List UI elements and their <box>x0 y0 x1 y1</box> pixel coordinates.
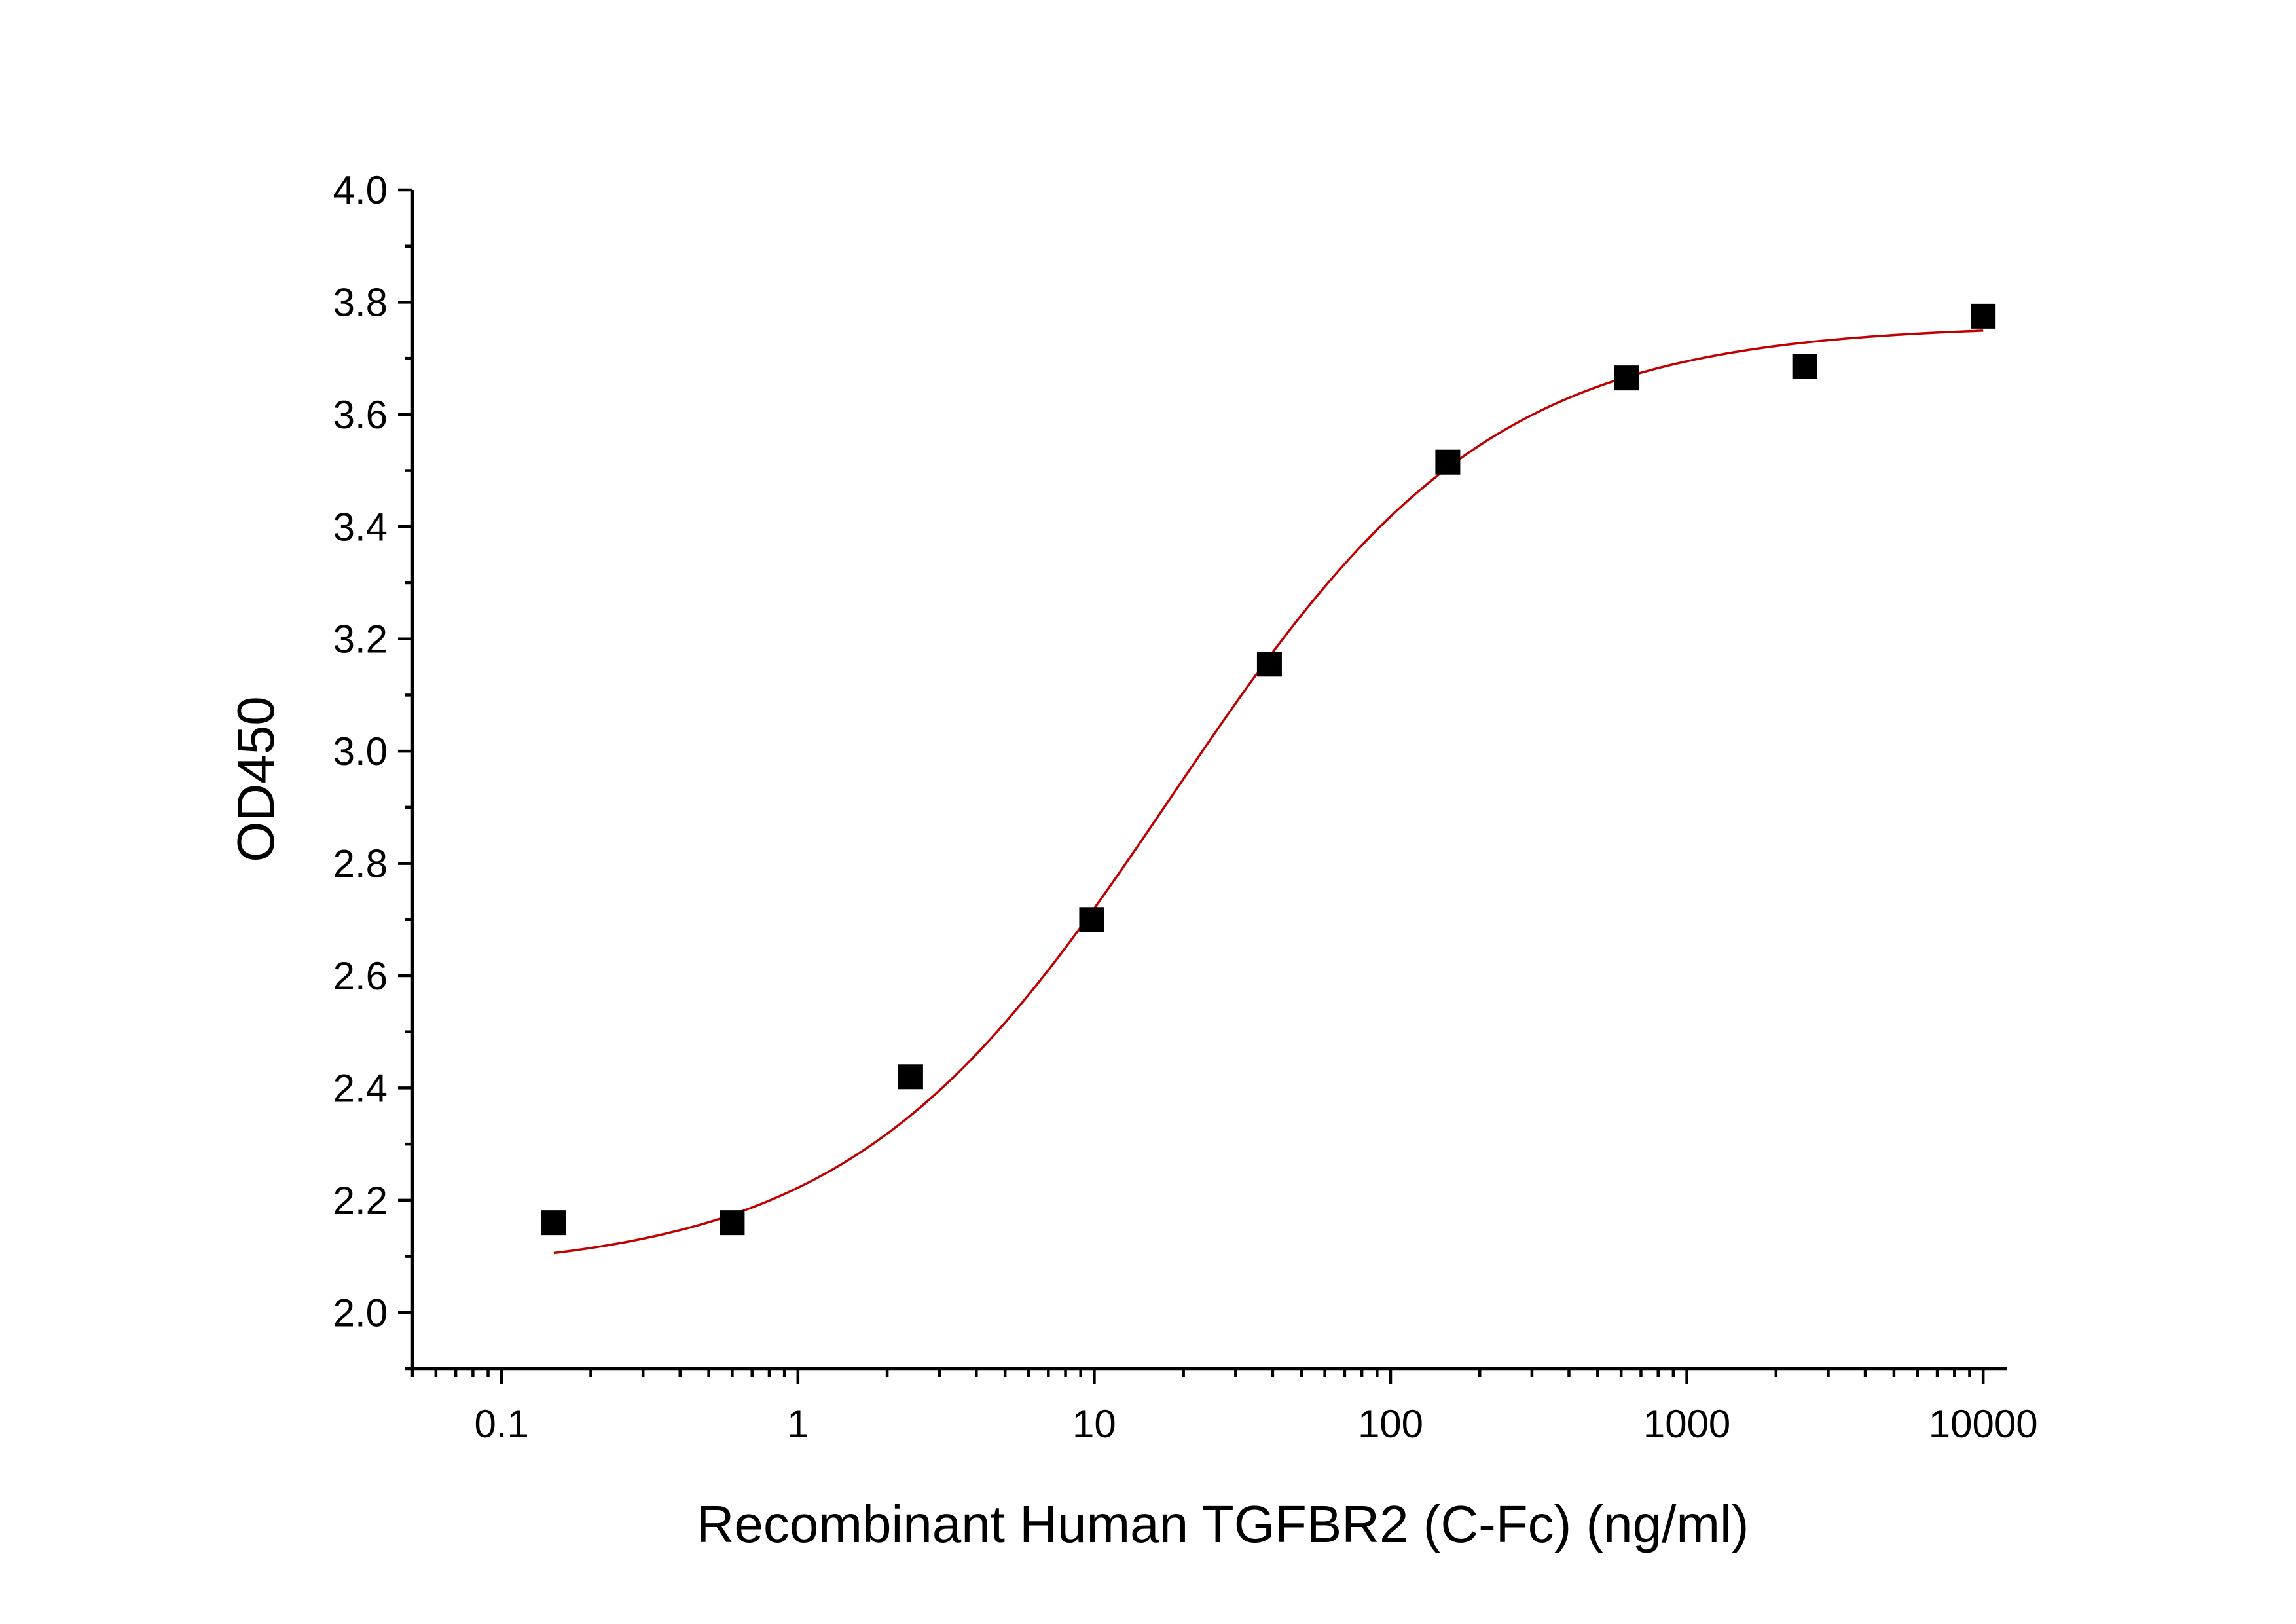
data-point <box>1079 907 1104 932</box>
data-point <box>1435 449 1461 475</box>
data-point <box>1792 354 1817 379</box>
y-tick-label: 2.6 <box>333 954 388 998</box>
data-point <box>720 1210 745 1236</box>
y-tick-label: 3.0 <box>333 729 388 773</box>
data-point <box>1256 652 1282 677</box>
x-tick-label: 10 <box>1072 1402 1116 1446</box>
x-tick-label: 1 <box>787 1402 809 1446</box>
data-point <box>1971 303 1996 329</box>
x-tick-label: 100 <box>1358 1402 1423 1446</box>
y-axis-title: OD450 <box>227 696 285 862</box>
y-tick-label: 3.8 <box>333 280 388 324</box>
y-tick-label: 2.8 <box>333 842 388 886</box>
x-axis: 0.1 1 10 100 1000 10000 <box>410 1367 2038 1446</box>
y-axis: 2.0 2.2 2.4 2.6 2.8 3.0 3.2 3.4 3.6 3.8 4.0 <box>333 168 414 1371</box>
data-point <box>898 1064 923 1090</box>
x-tick-label: 0.1 <box>475 1402 529 1446</box>
data-points-layer <box>541 303 1996 1236</box>
x-tick-label: 1000 <box>1643 1402 1730 1446</box>
y-tick-label: 4.0 <box>333 168 388 212</box>
data-point <box>541 1210 566 1236</box>
y-tick-label: 2.4 <box>333 1066 388 1110</box>
x-tick-label: 10000 <box>1929 1402 2038 1446</box>
data-point <box>1614 365 1639 391</box>
y-tick-label: 2.0 <box>333 1291 388 1335</box>
y-tick-label: 3.6 <box>333 393 388 437</box>
fit-curve-layer <box>553 329 1984 1255</box>
y-tick-label: 3.4 <box>333 505 388 549</box>
fit-curve <box>553 329 1984 1255</box>
y-tick-label: 2.2 <box>333 1179 388 1223</box>
y-tick-label: 3.2 <box>333 618 388 661</box>
x-axis-title: Recombinant Human TGFBR2 (C-Fc) (ng/ml) <box>697 1495 1749 1553</box>
